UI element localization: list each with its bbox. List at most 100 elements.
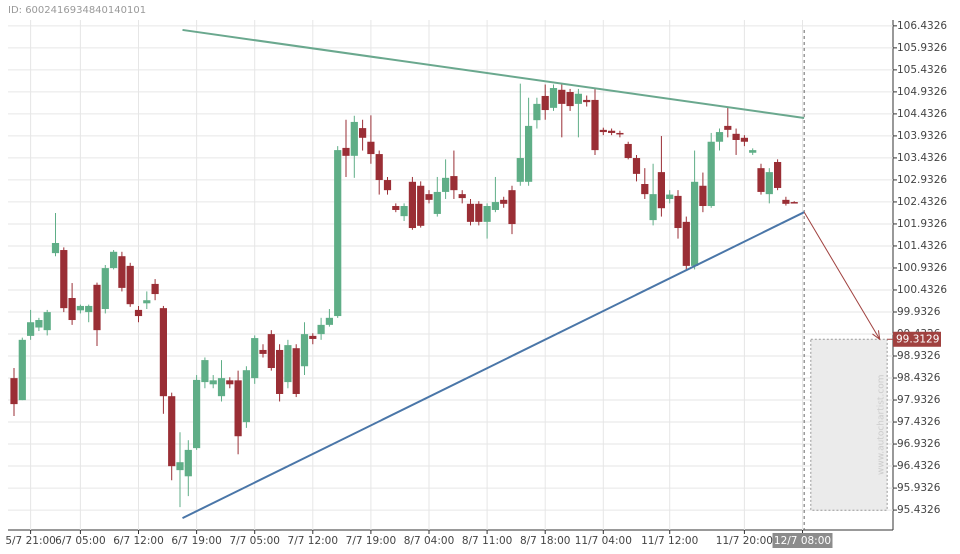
support-line	[182, 211, 805, 520]
forecast-zone	[810, 338, 888, 511]
candle-body	[724, 125, 732, 130]
candle-body	[500, 199, 508, 204]
candle-body	[682, 221, 690, 266]
y-tick-label: 97.4326	[897, 416, 941, 428]
candle-body	[591, 99, 599, 151]
y-tick-label: 101.9326	[897, 218, 947, 230]
y-tick-label: 106.4326	[897, 20, 947, 32]
candle-body	[85, 305, 93, 313]
candle-body	[715, 132, 724, 142]
candle-body	[749, 150, 757, 153]
y-tick-label: 105.9326	[897, 42, 947, 54]
candle-body	[118, 256, 126, 288]
candle-body	[267, 334, 275, 369]
candle-body	[143, 300, 151, 304]
candle-body	[334, 150, 342, 317]
candle-body	[417, 185, 425, 226]
forecast-arrow	[803, 211, 881, 340]
candle-body	[159, 308, 167, 397]
candle-body	[533, 103, 541, 121]
candle-body	[782, 199, 790, 204]
candle-body	[599, 129, 607, 133]
candle-body	[27, 322, 35, 336]
y-tick-label: 104.4326	[897, 108, 947, 120]
candle-body	[359, 128, 367, 138]
y-tick-label: 100.9326	[897, 262, 947, 274]
candle-body	[674, 195, 682, 229]
y-tick-label: 100.4326	[897, 284, 947, 296]
candle-body	[259, 349, 267, 354]
x-tick-label: 8/7 11:00	[462, 535, 513, 547]
candle-body	[450, 176, 458, 191]
candle-body	[583, 99, 591, 103]
candle-body	[317, 324, 325, 335]
candle-body	[325, 317, 333, 325]
candle-body	[375, 154, 383, 181]
x-tick-label: 11/7 12:00	[641, 535, 698, 547]
candle-body	[110, 251, 118, 269]
candle-body	[176, 462, 184, 471]
y-tick-label: 102.4326	[897, 196, 947, 208]
price-label: 99.3129	[896, 333, 939, 345]
watermark: www.autochartist.com	[877, 374, 887, 475]
y-tick-label: 103.9326	[897, 130, 947, 142]
candle-body	[699, 185, 707, 207]
y-tick-label: 95.4326	[897, 504, 941, 516]
candle-body	[475, 203, 483, 222]
candle-body	[541, 95, 549, 111]
id-label: ID: 6002416934840140101	[8, 5, 146, 16]
candle-body	[309, 335, 317, 339]
x-tick-label: 7/7 05:00	[229, 535, 280, 547]
x-tick-label: 7/7 12:00	[288, 535, 339, 547]
x-tick-label: 5/7 21:00	[5, 535, 56, 547]
candle-body	[101, 268, 109, 310]
candle-body	[790, 202, 798, 204]
candle-body	[201, 360, 209, 383]
candle-body	[60, 250, 68, 309]
candle-body	[608, 130, 616, 133]
candle-body	[740, 137, 748, 142]
candle-body	[641, 184, 649, 195]
candle-body	[549, 88, 558, 108]
candle-body	[657, 172, 665, 209]
x-tick-label: 8/7 04:00	[404, 535, 455, 547]
candle-body	[151, 283, 159, 295]
y-tick-label: 101.4326	[897, 240, 947, 252]
candle-body	[408, 181, 416, 229]
candle-body	[292, 348, 300, 394]
candle-body	[649, 194, 657, 221]
y-tick-label: 96.4326	[897, 460, 941, 472]
candle-body	[35, 320, 43, 328]
candle-body	[491, 202, 499, 210]
candle-body	[616, 132, 624, 135]
x-tick-label: 8/7 18:00	[520, 535, 571, 547]
x-tick-label: 6/7 05:00	[55, 535, 106, 547]
candle-body	[566, 92, 574, 107]
candle-body	[134, 309, 143, 317]
candle-body	[765, 172, 773, 195]
candle-body	[624, 143, 632, 159]
x-tick-label: 6/7 12:00	[113, 535, 164, 547]
y-tick-label: 97.9326	[897, 394, 941, 406]
candle-body	[234, 380, 242, 437]
candle-body	[18, 339, 26, 401]
resistance-line	[182, 28, 805, 119]
x-tick-label: 11/7 20:00	[716, 535, 773, 547]
candle-body	[168, 396, 176, 467]
candle-body	[350, 121, 358, 156]
candle-body	[284, 345, 292, 383]
candle-body	[242, 370, 250, 423]
candle-body	[574, 93, 582, 104]
candle-body	[383, 180, 392, 191]
candle-body	[392, 206, 400, 210]
candle-body	[76, 305, 84, 311]
candle-body	[251, 338, 259, 379]
candle-body	[442, 177, 450, 192]
y-tick-label: 102.9326	[897, 174, 947, 186]
candle-body	[691, 181, 699, 266]
x-tick-label: 12/7 08:00	[774, 535, 831, 547]
candle-body	[10, 378, 18, 405]
candle-body	[508, 190, 516, 225]
y-tick-label: 105.4326	[897, 64, 947, 76]
